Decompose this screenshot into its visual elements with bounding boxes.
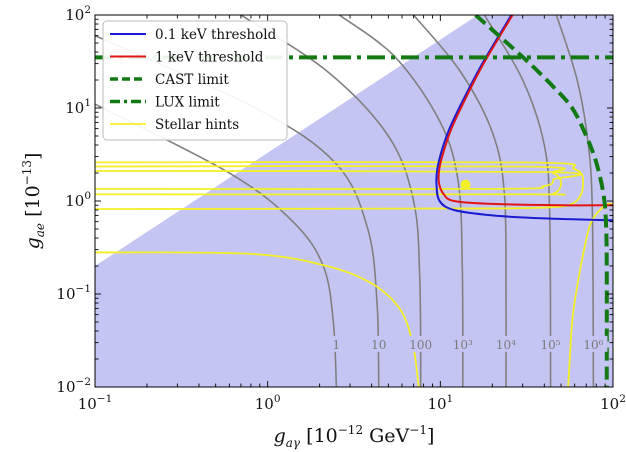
y-tick-labels: 10−2 10−1 100 101 102 bbox=[56, 4, 91, 396]
series-line bbox=[437, 15, 613, 207]
stellar-hint-contour bbox=[95, 170, 582, 190]
best-fit-point bbox=[460, 179, 471, 190]
legend: 0.1 keV threshold 1 keV threshold CAST lim… bbox=[102, 20, 288, 141]
y-axis-label: gae [10−13] bbox=[20, 153, 47, 250]
series-line bbox=[435, 15, 613, 222]
x-tick-label: 101 bbox=[427, 393, 453, 413]
legend-label: LUX limit bbox=[155, 95, 220, 111]
x-tick-label: 10−1 bbox=[78, 393, 113, 413]
legend-label: 1 keV threshold bbox=[155, 50, 264, 66]
y-tick-label: 100 bbox=[65, 190, 91, 210]
contour-line bbox=[95, 103, 338, 387]
contour-label-bg bbox=[579, 335, 608, 352]
y-tick-label: 102 bbox=[65, 4, 91, 24]
contour-label: 100 bbox=[409, 338, 432, 352]
contour-label: 10⁶ bbox=[583, 338, 603, 352]
stellar-hint-contour bbox=[95, 165, 566, 196]
legend-frame bbox=[102, 20, 288, 141]
series-line bbox=[474, 15, 609, 387]
contour-line bbox=[555, 15, 595, 387]
contour-labels: 1 10 100 10³ 10⁴ 10⁵ 10⁶ bbox=[322, 335, 608, 352]
contour-label-bg bbox=[364, 335, 393, 352]
contour-label: 10⁵ bbox=[541, 338, 561, 352]
y-tick-label: 101 bbox=[65, 97, 91, 117]
x-tick-label: 102 bbox=[600, 393, 626, 413]
legend-label: Stellar hints bbox=[155, 117, 239, 133]
contour-label: 1 bbox=[333, 338, 341, 352]
x-tick-labels: 10−1 100 101 102 bbox=[78, 393, 626, 413]
contour-label-bg bbox=[448, 335, 477, 352]
contour-label: 10 bbox=[371, 338, 386, 352]
contour-label-bg bbox=[322, 335, 351, 352]
contour-label-bg bbox=[536, 335, 565, 352]
legend-label: CAST limit bbox=[155, 72, 229, 88]
contour-label-bg bbox=[491, 335, 520, 352]
stellar-hint-contour bbox=[95, 161, 584, 210]
contour-label: 10⁴ bbox=[496, 338, 516, 352]
y-tick-label: 10−1 bbox=[56, 283, 91, 303]
contour-line bbox=[240, 15, 422, 387]
contour-label-bg bbox=[406, 335, 435, 352]
axis-ticks bbox=[94, 14, 614, 388]
excluded-region bbox=[95, 15, 613, 387]
x-tick-label: 100 bbox=[255, 393, 281, 413]
y-tick-label: 10−2 bbox=[56, 376, 91, 396]
limit-curves bbox=[95, 15, 613, 387]
x-axis-label: gaγ [10−12 GeV−1] bbox=[274, 423, 435, 450]
contour-line bbox=[483, 15, 552, 387]
contour-label: 10³ bbox=[453, 338, 473, 352]
legend-label: 0.1 keV threshold bbox=[155, 27, 277, 43]
